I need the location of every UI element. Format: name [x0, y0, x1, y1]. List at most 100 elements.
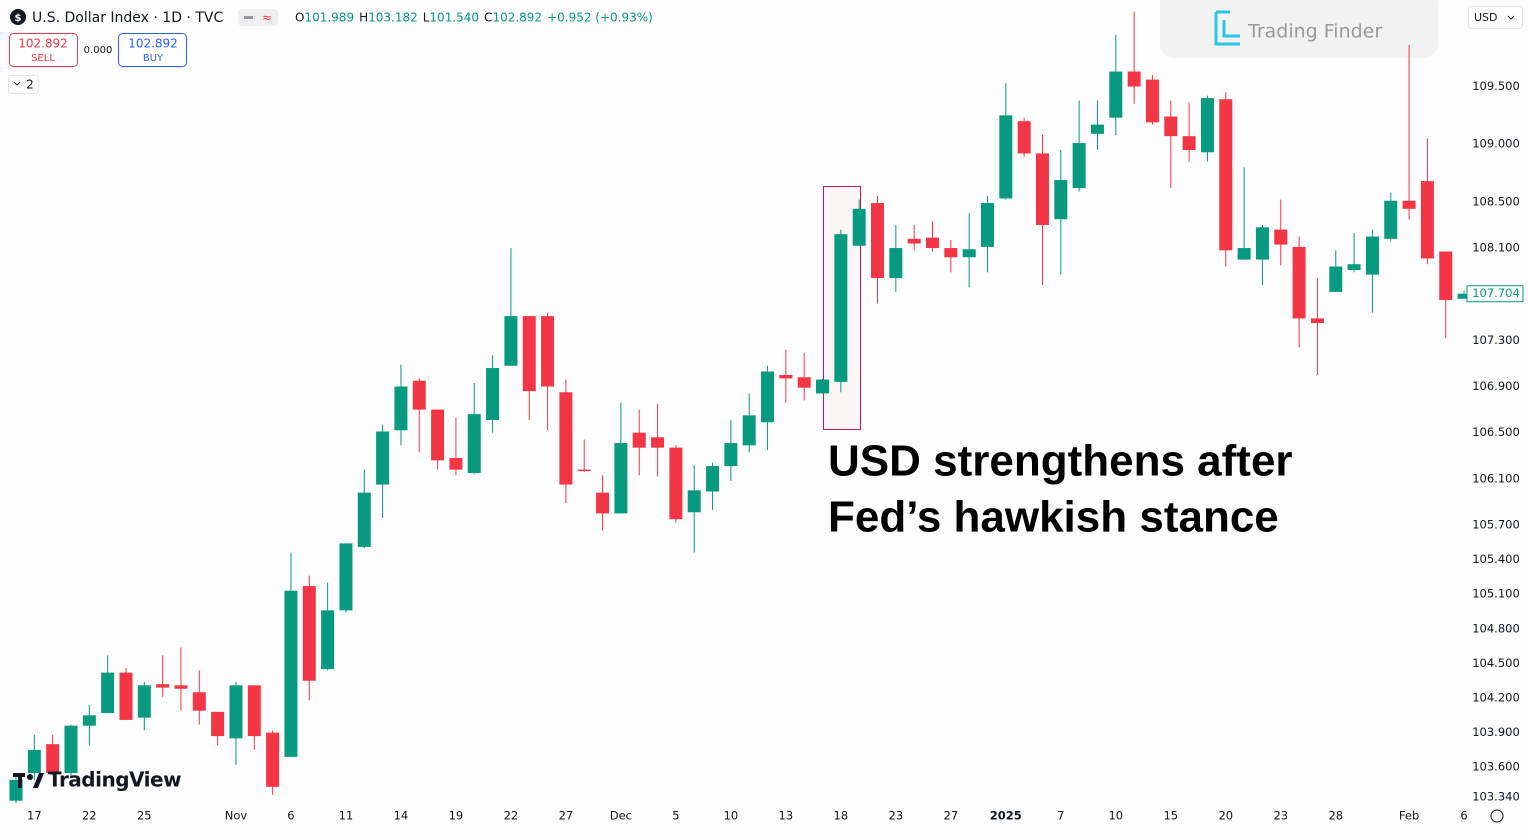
sell-label: SELL	[31, 53, 55, 64]
candle-body	[192, 692, 206, 711]
settings-icon[interactable]	[1490, 809, 1504, 823]
candle-body	[1035, 153, 1049, 225]
candle-body	[137, 685, 151, 718]
y-tick-label: 108.100	[1472, 241, 1520, 255]
candle-body	[504, 316, 518, 366]
candle-body	[449, 458, 463, 470]
candle-body	[669, 447, 683, 520]
y-tick-label: 109.000	[1472, 137, 1520, 151]
candle-body	[431, 409, 445, 461]
candle-body	[321, 610, 335, 670]
candle-body	[944, 248, 958, 258]
candle-body	[651, 437, 665, 448]
candle-body	[302, 586, 316, 681]
candle-body	[852, 208, 866, 246]
candle-body	[834, 234, 848, 382]
sell-price: 102.892	[18, 37, 68, 51]
y-tick-label: 104.500	[1472, 656, 1520, 670]
status-badge[interactable]	[238, 9, 278, 26]
candle-body	[394, 386, 408, 431]
ohlc-key: L	[423, 11, 430, 25]
x-tick-label: 7	[1057, 809, 1064, 823]
x-tick-label: 22	[82, 809, 97, 823]
candle-body	[1072, 143, 1086, 189]
candle-body	[541, 316, 555, 387]
candle-body	[559, 392, 573, 485]
candle-body	[632, 432, 646, 448]
ohlc-value: 101.540	[429, 11, 479, 25]
y-tick-label: 103.340	[1472, 790, 1520, 804]
y-tick-label: 105.700	[1472, 517, 1520, 531]
candles	[9, 11, 1471, 803]
candle-body	[174, 685, 188, 689]
candle-body	[1164, 116, 1178, 137]
x-tick-label: 15	[1163, 809, 1178, 823]
x-tick-label: 6	[287, 809, 294, 823]
candle-body	[980, 203, 994, 247]
candle-body	[1292, 246, 1306, 319]
candle-body	[82, 715, 96, 726]
currency-label: USD	[1474, 11, 1498, 24]
candle-body	[907, 238, 921, 244]
watermark-text: Trading Finder	[1247, 21, 1382, 43]
x-tick-label: 13	[779, 809, 794, 823]
currency-select[interactable]	[1468, 6, 1523, 29]
indicators-count: 2	[26, 78, 34, 92]
x-tick-label: 23	[1273, 809, 1288, 823]
y-tick-label: 106.500	[1472, 425, 1520, 439]
candle-body	[1182, 136, 1196, 150]
candle-body	[1054, 179, 1068, 220]
sell-button[interactable]	[9, 33, 78, 67]
ohlc-key: O	[295, 11, 304, 25]
ohlc-legend: O 101.989 H 103.182 L 101.540 C 102.892 +0.952 (…	[295, 11, 653, 25]
candle-body	[1200, 98, 1214, 153]
candle-body	[119, 672, 133, 720]
candle-body	[1017, 121, 1031, 154]
candle-body	[1219, 99, 1233, 251]
candle-body	[1402, 200, 1416, 209]
x-tick-label: 2025	[990, 809, 1022, 823]
candle-body	[486, 368, 500, 420]
x-tick-label: Feb	[1399, 809, 1419, 823]
candle-body	[1237, 248, 1251, 260]
symbol-title: U.S. Dollar Index · 1D · TVC	[32, 10, 223, 26]
candle-body	[1329, 266, 1343, 292]
ohlc-key: H	[359, 11, 368, 25]
candle-body	[1255, 227, 1269, 260]
y-tick-label: 106.100	[1472, 471, 1520, 485]
candle-body	[889, 248, 903, 279]
y-tick-label: 104.800	[1472, 621, 1520, 635]
candle-body	[1145, 79, 1159, 123]
x-tick-label: Nov	[225, 809, 248, 823]
x-tick-label: 18	[834, 809, 849, 823]
last-price-label: 107.704	[1472, 286, 1520, 300]
candle-body	[761, 371, 775, 423]
candle-body	[156, 684, 170, 688]
annotation: USD strengthens after	[828, 437, 1293, 486]
candle-body	[229, 685, 243, 739]
x-tick-label: 25	[137, 809, 152, 823]
candle-body	[211, 711, 225, 737]
indicators-toggle[interactable]	[8, 75, 39, 94]
candle-body	[1127, 71, 1141, 87]
x-tick-label: 27	[559, 809, 574, 823]
candle-body	[596, 492, 610, 514]
x-tick-label: 10	[1108, 809, 1123, 823]
candle-body	[522, 316, 536, 392]
candle-body	[1310, 318, 1324, 324]
chevron	[1507, 15, 1515, 20]
symbol-icon	[10, 9, 26, 25]
y-tick-label: 109.500	[1472, 79, 1520, 93]
y-tick-label: 108.500	[1472, 194, 1520, 208]
candle-body	[779, 374, 793, 379]
candle-body	[926, 237, 939, 249]
x-tick-label: 14	[394, 809, 409, 823]
candle-body	[64, 725, 78, 774]
x-tick-label: 22	[504, 809, 519, 823]
candle-body	[816, 379, 830, 394]
candle-body	[1347, 264, 1361, 270]
buy-button[interactable]	[118, 33, 187, 67]
ohlc-value: 103.182	[368, 11, 418, 25]
